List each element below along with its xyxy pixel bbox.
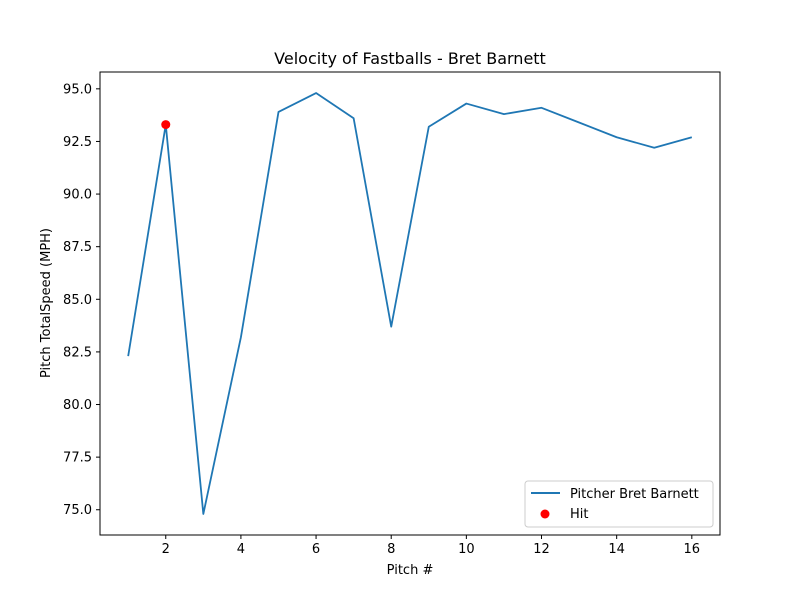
- legend-label-line: Pitcher Bret Barnett: [570, 487, 699, 502]
- y-tick-label: 85.0: [63, 293, 92, 308]
- x-tick-label: 6: [312, 542, 320, 557]
- x-tick-label: 16: [684, 542, 701, 557]
- x-tick-label: 4: [237, 542, 245, 557]
- x-tick-label: 2: [162, 542, 170, 557]
- chart-title: Velocity of Fastballs - Bret Barnett: [274, 49, 546, 68]
- axes-frame: [99, 71, 721, 536]
- y-tick-label: 87.5: [63, 240, 92, 255]
- plot-area: [127, 92, 693, 515]
- y-axis: 75.0 77.5 80.0 82.5 85.0 87.5 90.0 92.5 95.0: [63, 82, 100, 518]
- y-tick-label: 90.0: [63, 188, 92, 203]
- x-tick-label: 14: [608, 542, 625, 557]
- y-tick-label: 82.5: [63, 345, 92, 360]
- y-tick-label: 80.0: [63, 398, 92, 413]
- y-tick-label: 77.5: [63, 451, 92, 466]
- y-tick-label: 75.0: [63, 503, 92, 518]
- x-tick-label: 10: [458, 542, 475, 557]
- x-tick-label: 12: [533, 542, 550, 557]
- hit-point: [161, 120, 171, 130]
- y-tick-label: 92.5: [63, 135, 92, 150]
- x-axis-label: Pitch #: [387, 563, 434, 578]
- x-tick-label: 8: [387, 542, 395, 557]
- series-line-0: [127, 92, 693, 515]
- legend: Pitcher Bret Barnett Hit: [524, 480, 714, 528]
- y-axis-label: Pitch TotalSpeed (MPH): [39, 228, 54, 378]
- legend-marker-hit: [540, 509, 550, 519]
- x-axis: 2 4 6 8 10 12 14 16: [162, 535, 700, 557]
- legend-box: [524, 480, 714, 528]
- y-tick-label: 95.0: [63, 82, 92, 97]
- legend-label-hit: Hit: [570, 507, 588, 522]
